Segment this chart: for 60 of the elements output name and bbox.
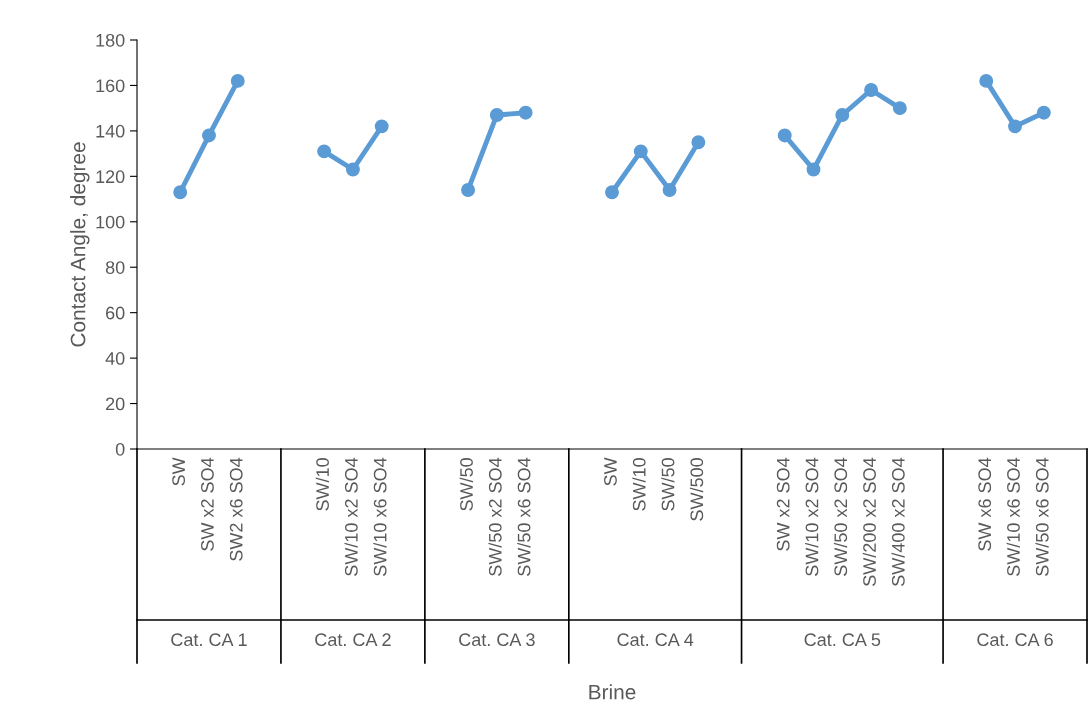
point xyxy=(892,101,907,116)
x-tick-label: SW/400 x2 SO4 xyxy=(891,457,905,586)
x-tick-label: SW/500 xyxy=(689,458,704,521)
y-tick-label: 140 xyxy=(96,124,125,138)
x-tick-label: SW/50 x2 SO4 xyxy=(833,457,848,576)
x-tick-label: SW/200 x2 SO4 xyxy=(862,457,876,586)
point xyxy=(662,183,677,197)
point xyxy=(864,83,879,97)
text: Cat. CA 2 xyxy=(315,633,391,647)
point xyxy=(835,108,850,122)
y-tick-label: 180 xyxy=(96,33,125,47)
point xyxy=(461,183,476,197)
point xyxy=(345,162,360,177)
text: Cat. CA 4 xyxy=(617,633,694,647)
y-tick-label: 160 xyxy=(96,79,125,93)
y-tick-label: 20 xyxy=(106,397,125,411)
x-axis-title: Brine xyxy=(589,684,636,700)
x-tick-label: SW/10 xyxy=(315,458,329,511)
y-tick-label: 40 xyxy=(105,352,125,365)
x-tick-label: SW/10 xyxy=(632,458,646,511)
y-tick-label: 120 xyxy=(96,170,125,184)
x-tick-label: SW/10 x2 SO4 xyxy=(344,457,358,576)
y-tick-label: 0 xyxy=(115,442,125,456)
x-tick-label: SW/50 xyxy=(661,458,675,511)
y-tick-label: 60 xyxy=(106,306,125,320)
text: Cat. CA 3 xyxy=(459,633,535,647)
x-tick-label: SW x2 SO4 xyxy=(776,457,790,551)
point xyxy=(202,128,216,143)
x-tick-label: SW/50 x6 SO4 xyxy=(1035,457,1049,576)
y-tick-label: 80 xyxy=(105,261,125,274)
point xyxy=(518,105,533,120)
y-tick-label: 100 xyxy=(96,215,125,229)
point xyxy=(1008,119,1022,134)
point xyxy=(374,119,389,134)
x-tick-label: SW/50 x2 SO4 xyxy=(488,457,502,576)
point xyxy=(691,135,706,150)
point xyxy=(230,73,245,88)
point xyxy=(317,144,332,159)
x-tick-label: SW/10 x6 SO4 xyxy=(373,457,387,576)
y-axis-title: Contact Angle, degree xyxy=(70,142,90,347)
x-tick-label: SW2 x6 SO4 xyxy=(229,457,243,561)
x-tick-label: SW x2 SO4 xyxy=(201,457,214,551)
x-tick-label: SW/50 xyxy=(459,458,473,511)
point xyxy=(605,185,619,200)
text: Cat. CA 1 xyxy=(171,633,247,647)
x-tick-label: SW/10 x6 SO4 xyxy=(1006,457,1020,576)
x-tick-label: SW x6 SO4 xyxy=(978,457,992,551)
x-tick-label: SW/50 x6 SO4 xyxy=(517,457,531,576)
point xyxy=(489,108,504,122)
x-tick-label: SW/10 x2 SO4 xyxy=(805,457,819,576)
point xyxy=(173,185,188,200)
x-tick-label: SW xyxy=(604,457,617,486)
text: Cat. CA 5 xyxy=(804,633,881,647)
point xyxy=(1036,105,1051,120)
point xyxy=(806,162,821,177)
text: Cat. CA 6 xyxy=(977,633,1053,647)
point xyxy=(777,128,792,143)
point xyxy=(979,73,994,88)
x-tick-label: SW xyxy=(172,457,186,486)
point xyxy=(633,144,648,159)
